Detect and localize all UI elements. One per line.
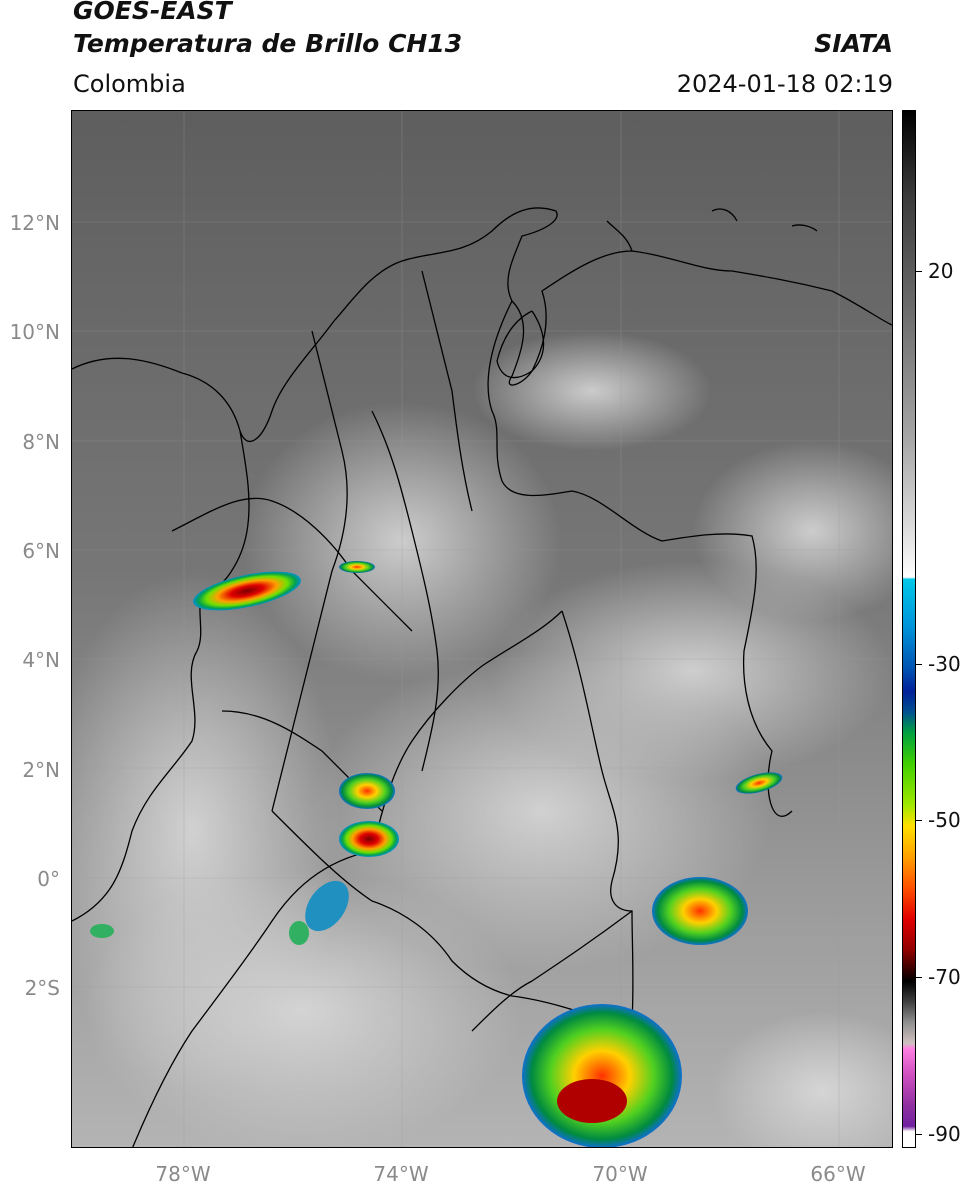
satellite-map: [71, 110, 893, 1148]
storm-cell-amazonas-core: [557, 1079, 627, 1123]
colorbar-tick: [916, 271, 922, 272]
storm-cell-antioquia: [339, 561, 375, 573]
lon-label-78w: 78°W: [155, 1162, 211, 1186]
storm-cell-putumayo: [305, 880, 349, 932]
title-product: Temperatura de Brillo CH13: [73, 29, 463, 58]
lon-label-70w: 70°W: [592, 1162, 648, 1186]
colorbar-label-minus90: -90: [928, 1122, 961, 1146]
lon-label-74w: 74°W: [373, 1162, 429, 1186]
colorbar: [902, 110, 916, 1148]
storm-cells: [90, 561, 783, 1147]
lat-label-2n: 2°N: [22, 758, 60, 782]
lon-label-66w: 66°W: [810, 1162, 866, 1186]
title-agency: SIATA: [814, 29, 893, 58]
borders: [72, 207, 892, 1147]
title-satellite: GOES-EAST: [73, 0, 232, 25]
colorbar-tick: [916, 977, 922, 978]
graticule: [72, 111, 892, 1147]
colorbar-label-minus70: -70: [928, 965, 961, 989]
colorbar-tick: [916, 1134, 922, 1135]
storm-cell-huila-south: [339, 821, 399, 857]
lat-label-2s: 2°S: [24, 976, 60, 1000]
cloud-field: [72, 331, 892, 1147]
colorbar-label-20: 20: [928, 259, 954, 283]
colorbar-label-minus50: -50: [928, 808, 961, 832]
lat-label-6n: 6°N: [22, 539, 60, 563]
lat-label-4n: 4°N: [22, 648, 60, 672]
lat-label-10n: 10°N: [9, 320, 60, 344]
colorbar-tick: [916, 820, 922, 821]
colorbar-tick: [916, 664, 922, 665]
lat-label-12n: 12°N: [9, 211, 60, 235]
storm-cell-choco: [193, 571, 301, 611]
storm-cell-vaupes: [652, 877, 748, 945]
lat-label-0: 0°: [37, 867, 60, 891]
colorbar-label-minus30: -30: [928, 652, 961, 676]
title-region: Colombia: [73, 70, 186, 98]
lat-label-8n: 8°N: [22, 430, 60, 454]
storm-cell-putumayo-2: [289, 921, 309, 945]
storm-cell-guainia: [735, 772, 783, 794]
storm-cell-huila-north: [339, 773, 395, 809]
title-datetime: 2024-01-18 02:19: [676, 70, 893, 98]
storm-cell-west: [90, 924, 114, 938]
storm-cell-amazonas: [522, 1004, 682, 1147]
map-canvas: [72, 111, 892, 1147]
